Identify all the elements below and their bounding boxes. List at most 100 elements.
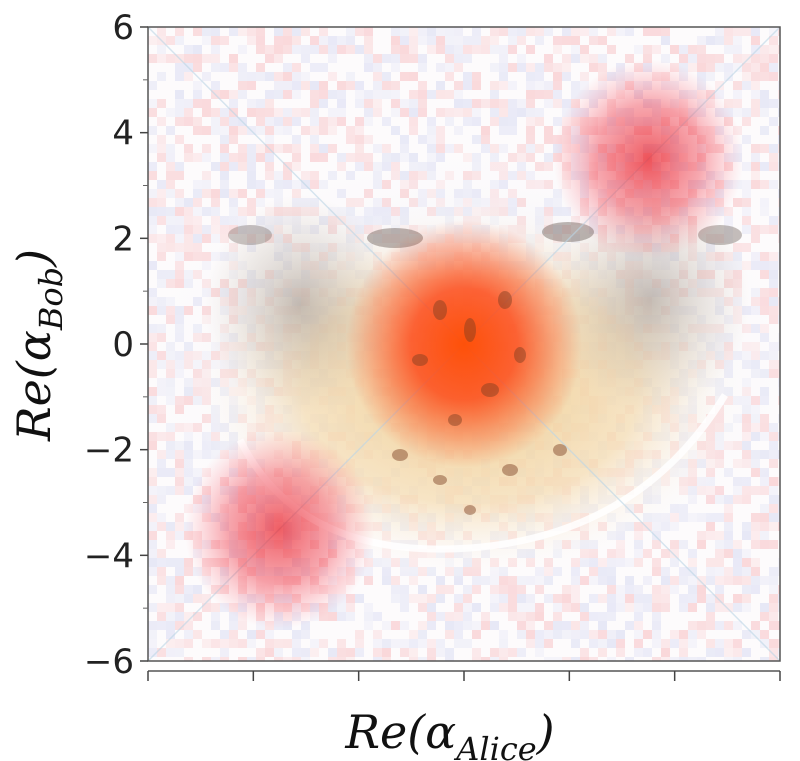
noise-cell — [562, 594, 571, 603]
noise-cell — [166, 171, 175, 180]
noise-cell — [607, 630, 616, 639]
noise-cell — [490, 657, 499, 661]
noise-cell — [742, 27, 751, 36]
noise-cell — [517, 612, 526, 621]
y-axis-ticks: 6 4 2 0 −2 −4 −6 — [84, 8, 148, 682]
noise-cell — [184, 198, 193, 207]
noise-cell — [562, 63, 571, 72]
noise-cell — [157, 180, 166, 189]
noise-cell — [499, 639, 508, 648]
noise-cell — [274, 657, 283, 661]
noise-cell — [616, 603, 625, 612]
noise-cell — [211, 657, 220, 661]
noise-cell — [697, 621, 706, 630]
noise-cell — [769, 603, 778, 612]
noise-cell — [535, 603, 544, 612]
noise-cell — [535, 108, 544, 117]
noise-cell — [769, 162, 778, 171]
noise-cell — [760, 144, 769, 153]
noise-cell — [769, 486, 778, 495]
noise-cell — [328, 612, 337, 621]
noise-cell — [166, 522, 175, 531]
noise-cell — [193, 594, 202, 603]
noise-cell — [418, 108, 427, 117]
noise-cell — [445, 612, 454, 621]
noise-cell — [778, 234, 780, 243]
noise-cell — [427, 90, 436, 99]
noise-cell — [175, 108, 184, 117]
noise-cell — [769, 36, 778, 45]
noise-cell — [733, 27, 742, 36]
noise-cell — [166, 621, 175, 630]
noise-cell — [148, 225, 157, 234]
noise-cell — [355, 630, 364, 639]
noise-cell — [463, 54, 472, 63]
noise-cell — [436, 108, 445, 117]
noise-cell — [589, 630, 598, 639]
noise-cell — [265, 153, 274, 162]
noise-cell — [499, 630, 508, 639]
noise-cell — [265, 45, 274, 54]
noise-cell — [769, 657, 778, 661]
noise-cell — [310, 81, 319, 90]
noise-cell — [301, 81, 310, 90]
noise-cell — [580, 621, 589, 630]
noise-cell — [373, 63, 382, 72]
noise-cell — [409, 27, 418, 36]
noise-cell — [292, 639, 301, 648]
noise-cell — [292, 630, 301, 639]
noise-cell — [211, 621, 220, 630]
noise-cell — [616, 630, 625, 639]
noise-cell — [742, 189, 751, 198]
noise-cell — [148, 99, 157, 108]
noise-cell — [184, 657, 193, 661]
noise-cell — [166, 207, 175, 216]
noise-cell — [382, 72, 391, 81]
noise-cell — [715, 549, 724, 558]
noise-cell — [355, 648, 364, 657]
noise-cell — [688, 558, 697, 567]
noise-cell — [589, 612, 598, 621]
noise-cell — [202, 99, 211, 108]
noise-cell — [454, 612, 463, 621]
noise-cell — [769, 54, 778, 63]
noise-cell — [337, 45, 346, 54]
noise-cell — [157, 45, 166, 54]
noise-cell — [607, 639, 616, 648]
noise-cell — [652, 603, 661, 612]
noise-cell — [238, 162, 247, 171]
noise-cell — [724, 45, 733, 54]
noise-cell — [751, 153, 760, 162]
noise-cell — [427, 603, 436, 612]
noise-cell — [688, 630, 697, 639]
noise-cell — [508, 63, 517, 72]
noise-cell — [715, 558, 724, 567]
noise-cell — [445, 630, 454, 639]
noise-cell — [760, 72, 769, 81]
noise-cell — [274, 54, 283, 63]
noise-cell — [346, 45, 355, 54]
noise-cell — [544, 99, 553, 108]
noise-cell — [328, 45, 337, 54]
noise-cell — [499, 63, 508, 72]
noise-cell — [346, 612, 355, 621]
noise-cell — [580, 630, 589, 639]
noise-cell — [706, 72, 715, 81]
noise-cell — [724, 27, 733, 36]
noise-cell — [463, 108, 472, 117]
noise-cell — [436, 126, 445, 135]
noise-cell — [166, 531, 175, 540]
y-tick-label: −6 — [84, 642, 134, 682]
noise-cell — [256, 36, 265, 45]
noise-cell — [697, 540, 706, 549]
noise-cell — [310, 36, 319, 45]
noise-cell — [292, 657, 301, 661]
noise-cell — [157, 216, 166, 225]
noise-cell — [193, 90, 202, 99]
noise-cell — [166, 180, 175, 189]
noise-cell — [409, 648, 418, 657]
noise-cell — [409, 594, 418, 603]
noise-cell — [247, 108, 256, 117]
noise-cell — [580, 612, 589, 621]
noise-cell — [544, 594, 553, 603]
